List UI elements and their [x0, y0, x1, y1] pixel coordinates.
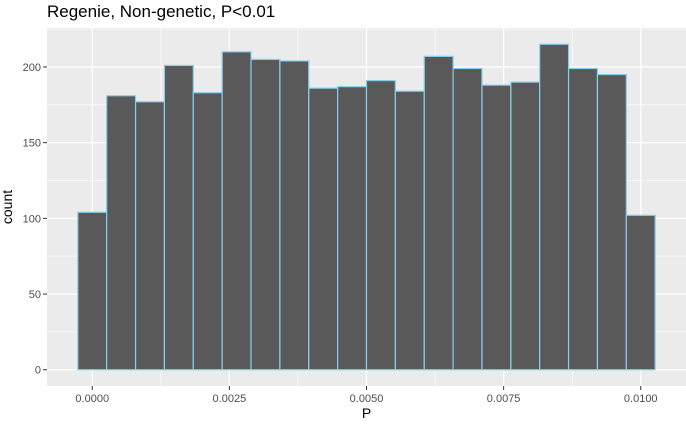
histogram-bar — [163, 64, 194, 371]
histogram-bar — [423, 55, 454, 371]
y-tick-label: 100 — [23, 213, 41, 225]
histogram-bar — [221, 51, 252, 371]
histogram-bars — [77, 43, 656, 371]
histogram-bar — [106, 95, 137, 371]
histogram-bar — [192, 92, 223, 371]
y-tick-label: 0 — [35, 365, 41, 377]
x-tick-label: 0.0075 — [487, 393, 521, 405]
x-tick-label: 0.0050 — [350, 393, 384, 405]
histogram-bar — [308, 87, 339, 371]
x-tick-label: 0.0025 — [213, 393, 247, 405]
y-tick-label: 200 — [23, 62, 41, 74]
y-tick-label: 150 — [23, 138, 41, 150]
histogram-bar — [596, 73, 627, 371]
x-axis-title: P — [362, 405, 371, 421]
histogram-bar — [337, 86, 368, 371]
histogram-bar — [452, 67, 483, 371]
chart-title: Regenie, Non-genetic, P<0.01 — [47, 2, 275, 21]
histogram-bar — [365, 80, 396, 371]
histogram-bar — [510, 81, 541, 371]
histogram-bar — [394, 90, 425, 371]
x-tick-label: 0.0100 — [624, 393, 658, 405]
histogram-bar — [250, 58, 281, 371]
histogram-bar — [567, 67, 599, 371]
x-axis: 0.0000 0.0025 0.0050 0.0075 0.0100 — [75, 386, 658, 405]
y-axis: 0 50 100 150 200 — [23, 62, 47, 377]
histogram-bar — [625, 214, 656, 371]
y-axis-title: count — [0, 190, 15, 224]
histogram-bar — [481, 84, 512, 371]
histogram-bar — [77, 211, 108, 371]
y-tick-label: 50 — [29, 289, 41, 301]
histogram-bar — [134, 101, 166, 371]
histogram-bar — [539, 43, 570, 371]
histogram-bar — [279, 60, 310, 371]
x-tick-label: 0.0000 — [75, 393, 109, 405]
